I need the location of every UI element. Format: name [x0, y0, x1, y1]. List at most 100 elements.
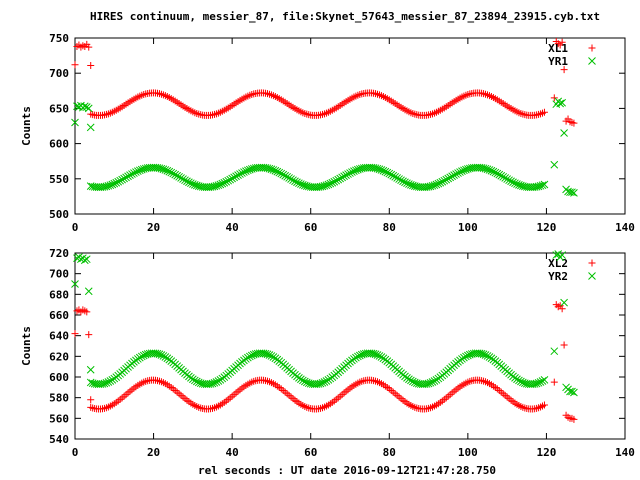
- data-point: [387, 170, 396, 179]
- data-point: [269, 353, 278, 361]
- data-point: [354, 352, 362, 361]
- data-point: [240, 168, 248, 176]
- data-point: [505, 176, 513, 185]
- data-point: [348, 168, 356, 176]
- data-point: [275, 168, 284, 177]
- data-point: [291, 177, 299, 186]
- x-tick-label: 120: [536, 221, 556, 234]
- data-point: [391, 172, 400, 181]
- legend-marker: [588, 57, 596, 65]
- data-point: [381, 167, 390, 176]
- data-point: [155, 350, 164, 359]
- data-point: [297, 180, 305, 188]
- data-point: [460, 353, 468, 362]
- data-point: [322, 181, 331, 190]
- data-point: [181, 176, 189, 185]
- data-point: [269, 166, 278, 174]
- data-point: [318, 378, 327, 387]
- data-point: [320, 378, 329, 386]
- data-point: [334, 175, 343, 184]
- upper-panel: 0 20 40 60 80 100 120 140 500 550 600 650 700 750 Coun…: [20, 32, 635, 234]
- data-point: [379, 166, 388, 175]
- data-point: [556, 99, 565, 108]
- data-point: [536, 378, 545, 386]
- data-point: [118, 175, 126, 184]
- data-point: [397, 176, 405, 185]
- data-point: [285, 174, 293, 182]
- data-point: [517, 377, 525, 386]
- data-point: [224, 176, 233, 185]
- y-tick-label: 700: [49, 268, 69, 281]
- data-point: [179, 175, 187, 183]
- data-point: [407, 376, 415, 385]
- data-point: [409, 377, 417, 386]
- data-point: [110, 179, 119, 188]
- y-tick-label: 580: [49, 392, 69, 405]
- x-tick-label: 0: [72, 446, 79, 459]
- data-point: [538, 181, 547, 190]
- data-point: [80, 102, 89, 111]
- data-point: [236, 170, 244, 178]
- y-axis-label: Counts: [20, 326, 33, 366]
- data-point: [134, 167, 142, 176]
- data-point: [373, 351, 382, 359]
- y-tick-label: 560: [49, 412, 69, 425]
- data-point: [540, 401, 548, 409]
- legend-marker: [588, 259, 596, 267]
- data-point: [132, 168, 140, 176]
- data-point: [183, 177, 191, 186]
- data-point: [464, 351, 472, 360]
- data-point: [550, 347, 559, 356]
- data-point: [216, 180, 225, 189]
- data-point: [538, 377, 547, 385]
- data-point: [436, 178, 445, 187]
- data-point: [295, 179, 303, 188]
- data-point: [497, 171, 506, 180]
- data-point: [157, 351, 166, 359]
- data-point: [342, 171, 350, 180]
- data-point: [265, 351, 274, 359]
- data-point: [485, 166, 494, 174]
- y-tick-label: 720: [49, 247, 69, 260]
- data-point: [289, 176, 297, 185]
- data-point: [570, 189, 578, 197]
- x-tick-label: 20: [147, 221, 160, 234]
- data-point: [104, 378, 113, 386]
- data-point: [515, 376, 523, 385]
- x-tick-label: 140: [615, 221, 635, 234]
- data-point: [481, 351, 490, 359]
- data-point: [126, 171, 134, 180]
- data-point: [458, 167, 466, 176]
- data-point: [116, 176, 125, 185]
- data-point: [503, 175, 511, 183]
- data-point: [450, 171, 458, 180]
- data-point: [352, 353, 360, 362]
- data-point: [277, 169, 286, 178]
- data-point: [558, 38, 566, 46]
- data-point: [399, 177, 407, 186]
- data-point: [568, 387, 576, 396]
- data-point: [540, 108, 548, 116]
- data-point: [106, 181, 115, 190]
- data-point: [442, 175, 451, 184]
- data-point: [487, 166, 496, 175]
- data-point: [540, 180, 549, 189]
- data-point: [393, 174, 401, 182]
- data-point: [324, 180, 333, 189]
- x-tick-label: 100: [458, 221, 478, 234]
- data-point: [389, 171, 398, 180]
- data-point: [214, 181, 223, 190]
- data-point: [102, 378, 111, 387]
- data-point: [161, 166, 170, 174]
- data-point: [185, 178, 193, 187]
- data-point: [287, 175, 295, 183]
- data-point: [161, 353, 170, 361]
- data-point: [344, 170, 352, 178]
- data-point: [189, 180, 197, 188]
- y-tick-label: 550: [49, 173, 69, 186]
- series-yr1: [71, 97, 578, 197]
- data-point: [328, 178, 337, 187]
- data-point: [173, 171, 181, 180]
- y-tick-label: 680: [49, 288, 69, 301]
